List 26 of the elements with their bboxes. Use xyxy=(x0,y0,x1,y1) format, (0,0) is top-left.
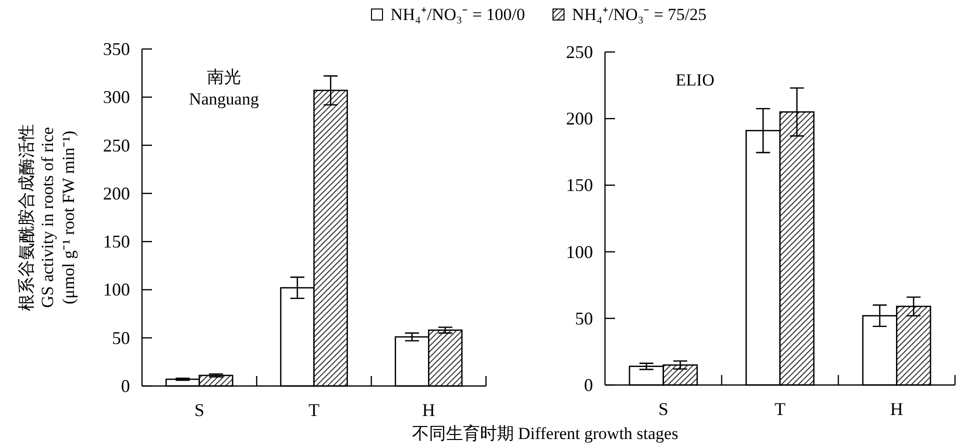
x-axis-title: 不同生育时期 Different growth stages xyxy=(412,424,678,443)
y-tick-label: 100 xyxy=(103,280,130,300)
y-tick-label: 150 xyxy=(103,232,130,252)
y-tick-label: 50 xyxy=(112,328,130,348)
y-tick-label: 350 xyxy=(103,39,130,59)
x-tick-label: H xyxy=(890,399,904,419)
x-tick-label: T xyxy=(774,399,786,419)
legend-label: NH₄⁺/NO₃⁻ = 75/25 xyxy=(572,5,706,24)
y-tick-label: 0 xyxy=(121,376,130,396)
annotation: 南光 Nanguang xyxy=(188,68,260,109)
y-tick-label: 250 xyxy=(103,135,130,156)
y-tick-label: 50 xyxy=(575,308,593,328)
y-tick-label: 250 xyxy=(566,42,593,62)
y-axis-title: 根系谷氨酰胺合成酶活性 GS activity in roots of rice (μmol g⁻¹ root FW min⁻¹) xyxy=(17,124,78,311)
annotation: ELIO xyxy=(676,70,714,90)
y-tick-label: 100 xyxy=(566,242,593,262)
x-tick-label: S xyxy=(194,400,204,420)
legend-label: NH₄⁺/NO₃⁻ = 100/0 xyxy=(390,5,525,24)
y-tick-label: 200 xyxy=(103,183,130,204)
x-tick-label: T xyxy=(308,400,320,420)
y-tick-label: 150 xyxy=(566,175,593,196)
x-tick-label: H xyxy=(422,400,436,420)
y-tick-label: 0 xyxy=(584,375,593,395)
x-tick-label: S xyxy=(658,399,668,419)
y-tick-label: 200 xyxy=(566,108,593,129)
y-tick-label: 300 xyxy=(103,87,130,108)
